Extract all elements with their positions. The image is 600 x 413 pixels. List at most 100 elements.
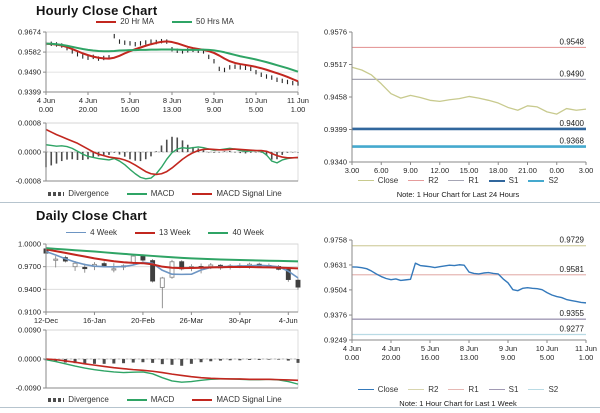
svg-text:0.9504: 0.9504 bbox=[324, 285, 347, 294]
svg-text:0.9758: 0.9758 bbox=[324, 236, 347, 245]
svg-text:5.00: 5.00 bbox=[249, 105, 264, 114]
legend-swatch-icon bbox=[408, 180, 425, 181]
svg-text:3.00: 3.00 bbox=[345, 166, 360, 175]
weekly-pivot-legend: Close R2 R1 S1 S2 bbox=[334, 385, 582, 394]
svg-text:0.9631: 0.9631 bbox=[324, 260, 347, 269]
svg-text:0.9490: 0.9490 bbox=[18, 68, 41, 77]
legend-swatch-icon bbox=[192, 192, 213, 195]
legend-swatch-icon bbox=[126, 192, 147, 195]
svg-text:18.00: 18.00 bbox=[489, 166, 508, 175]
svg-text:16-Jan: 16-Jan bbox=[83, 316, 106, 325]
svg-text:15.00: 15.00 bbox=[460, 166, 479, 175]
svg-text:0.0090: 0.0090 bbox=[18, 326, 41, 335]
legend-item-divergence: Divergence bbox=[48, 395, 109, 404]
svg-text:6.00: 6.00 bbox=[374, 166, 389, 175]
svg-text:11 Jun: 11 Jun bbox=[575, 344, 597, 353]
svg-text:0.9517: 0.9517 bbox=[324, 60, 347, 69]
svg-text:8 Jun: 8 Jun bbox=[460, 344, 478, 353]
legend-item-macd-signal-line: MACD Signal Line bbox=[192, 395, 282, 404]
svg-text:0.9355: 0.9355 bbox=[560, 309, 585, 318]
hourly-pivot-note: Note: 1 Hour Chart for Last 24 Hours bbox=[396, 190, 520, 199]
svg-text:0.9582: 0.9582 bbox=[18, 48, 41, 57]
weekly-pivot-panel: 0.9758 0.9631 0.9504 0.9376 0.9249 4 Jun 0.00 4… bbox=[306, 204, 600, 409]
legend-item-divergence: Divergence bbox=[48, 189, 109, 198]
svg-text:0.9576: 0.9576 bbox=[324, 28, 347, 37]
svg-text:0.9399: 0.9399 bbox=[324, 125, 347, 134]
weekly-pivot-note: Note: 1 Hour Chart for Last 1 Week bbox=[399, 399, 517, 408]
svg-text:0.9400: 0.9400 bbox=[560, 119, 585, 128]
legend-item-20-hr-ma: 20 Hr MA bbox=[96, 17, 154, 26]
legend-label: Close bbox=[377, 385, 399, 394]
svg-text:13.00: 13.00 bbox=[163, 105, 182, 114]
legend-label: MACD bbox=[150, 189, 175, 198]
svg-text:0.9548: 0.9548 bbox=[560, 37, 585, 46]
svg-text:13.00: 13.00 bbox=[460, 353, 479, 362]
svg-text:0.0000: 0.0000 bbox=[18, 355, 41, 364]
hourly-macd-legend: Divergence MACD MACD Signal Line bbox=[34, 189, 296, 198]
legend-label: R1 bbox=[468, 176, 479, 185]
legend-item-s1: S1 bbox=[488, 176, 518, 185]
legend-label: R1 bbox=[468, 385, 479, 394]
svg-text:0.00: 0.00 bbox=[345, 353, 360, 362]
svg-text:1.0000: 1.0000 bbox=[18, 240, 41, 249]
svg-text:5 Jun: 5 Jun bbox=[421, 344, 439, 353]
svg-text:0.9376: 0.9376 bbox=[324, 311, 347, 320]
legend-label: MACD bbox=[150, 395, 175, 404]
svg-text:1.00: 1.00 bbox=[291, 105, 306, 114]
legend-label: 13 Week bbox=[159, 228, 191, 237]
svg-text:30-Apr: 30-Apr bbox=[229, 316, 252, 325]
legend-label: Divergence bbox=[68, 189, 109, 198]
svg-text:0.9700: 0.9700 bbox=[18, 262, 41, 271]
svg-text:20.00: 20.00 bbox=[79, 105, 98, 114]
svg-text:1.00: 1.00 bbox=[579, 353, 594, 362]
legend-swatch-icon bbox=[357, 389, 374, 390]
legend-swatch-icon bbox=[96, 20, 117, 23]
legend-swatch-icon bbox=[408, 389, 425, 390]
svg-text:3.00: 3.00 bbox=[579, 166, 594, 175]
legend-item-r1: R1 bbox=[448, 176, 479, 185]
svg-text:-0.0090: -0.0090 bbox=[16, 384, 41, 393]
svg-text:5.00: 5.00 bbox=[540, 353, 555, 362]
legend-item-50-hrs-ma: 50 Hrs MA bbox=[172, 17, 234, 26]
hourly-pivot-legend: Close R2 R1 S1 S2 bbox=[334, 176, 582, 185]
svg-text:20.00: 20.00 bbox=[382, 353, 401, 362]
svg-text:0.9340: 0.9340 bbox=[324, 158, 347, 167]
legend-item-close: Close bbox=[357, 176, 399, 185]
legend-label: R2 bbox=[428, 385, 439, 394]
daily-price-legend: 4 Week 13 Week 40 Week bbox=[34, 228, 296, 237]
legend-item-s1: S1 bbox=[488, 385, 519, 394]
legend-label: Divergence bbox=[68, 395, 109, 404]
daily-macd-legend: Divergence MACD MACD Signal Line bbox=[34, 395, 296, 404]
legend-swatch-icon bbox=[448, 389, 465, 390]
svg-text:16.00: 16.00 bbox=[121, 105, 140, 114]
svg-text:4 Jun: 4 Jun bbox=[343, 344, 361, 353]
legend-swatch-icon bbox=[172, 20, 192, 23]
hourly-macd-chart: 0.0008 0.0000 -0.0008 bbox=[16, 119, 299, 186]
svg-text:5 Jun: 5 Jun bbox=[121, 96, 139, 105]
svg-text:9 Jun: 9 Jun bbox=[499, 344, 517, 353]
legend-label: 50 Hrs MA bbox=[196, 17, 234, 26]
section-divider bbox=[0, 202, 600, 203]
svg-text:20-Feb: 20-Feb bbox=[131, 316, 155, 325]
svg-text:9.00: 9.00 bbox=[207, 105, 222, 114]
svg-text:0.9277: 0.9277 bbox=[560, 324, 585, 333]
legend-label: Close bbox=[377, 176, 399, 185]
svg-text:0.9581: 0.9581 bbox=[560, 265, 585, 274]
svg-text:0.9729: 0.9729 bbox=[560, 236, 585, 245]
hourly-close-panel: Hourly Close Chart 20 Hr MA 50 Hrs MA 0.9… bbox=[0, 0, 309, 202]
svg-text:4 Jun: 4 Jun bbox=[37, 96, 55, 105]
legend-item-s2: S2 bbox=[528, 385, 558, 394]
legend-label: S1 bbox=[508, 385, 519, 394]
svg-text:21.00: 21.00 bbox=[518, 166, 537, 175]
legend-swatch-icon bbox=[488, 389, 505, 390]
legend-item-4-week: 4 Week bbox=[66, 228, 117, 237]
hourly-chart-title: Hourly Close Chart bbox=[36, 3, 158, 18]
svg-text:9.00: 9.00 bbox=[501, 353, 516, 362]
legend-swatch-icon bbox=[48, 191, 65, 196]
legend-swatch-icon bbox=[48, 397, 65, 402]
legend-label: 4 Week bbox=[90, 228, 118, 237]
